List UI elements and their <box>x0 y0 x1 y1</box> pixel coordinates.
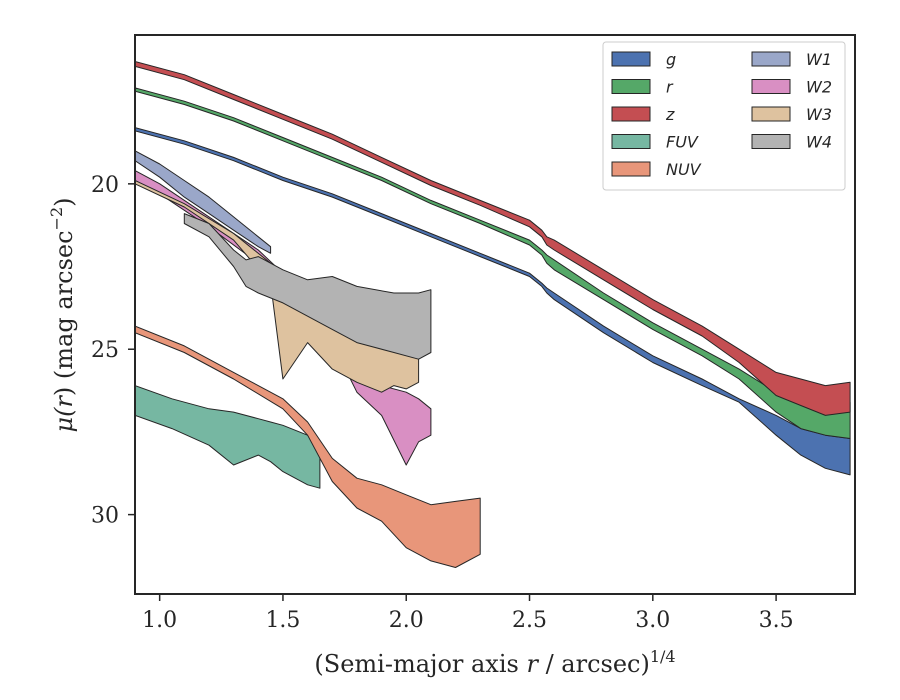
x-tick-label: 1.0 <box>142 608 177 633</box>
legend-swatch-w4 <box>751 134 791 149</box>
y-tick-label: 20 <box>91 173 119 198</box>
legend-label-nuv: NUV <box>666 160 702 179</box>
x-tick-label: 1.5 <box>265 608 300 633</box>
legend-swatch-w3 <box>751 106 791 122</box>
legend-label-fuv: FUV <box>666 133 699 152</box>
series-band-nuv <box>135 325 481 568</box>
x-axis-ticks: 1.0 1.5 2.0 2.5 3.0 3.5 <box>142 594 794 633</box>
legend-swatch-w2 <box>751 79 791 94</box>
series-band-g <box>135 127 851 476</box>
legend-swatch-r <box>611 79 651 94</box>
legend-label-r: r <box>666 78 674 97</box>
legend-label-w1: W1 <box>806 50 832 69</box>
x-axis-label: (Semi-major axis r / arcsec)1/4 <box>314 647 675 678</box>
series-band-w4 <box>183 213 432 360</box>
series-band-z <box>135 61 851 416</box>
y-tick-label: 25 <box>91 338 119 363</box>
legend-label-w4: W4 <box>806 133 832 152</box>
x-tick-label: 2.5 <box>512 608 547 633</box>
y-tick-label: 30 <box>91 504 119 529</box>
series-bands <box>135 61 851 568</box>
legend-label-z: z <box>665 105 675 124</box>
legend-swatch-g <box>611 51 651 67</box>
legend-label-w2: W2 <box>806 78 832 97</box>
series-band-w1 <box>135 150 272 254</box>
x-tick-label: 2.0 <box>389 608 424 633</box>
x-tick-label: 3.5 <box>759 608 794 633</box>
legend-swatch-nuv <box>611 161 651 177</box>
legend-label-w3: W3 <box>806 105 832 124</box>
legend-label-g: g <box>666 50 676 69</box>
series-band-r <box>135 87 851 439</box>
x-tick-label: 3.0 <box>635 608 670 633</box>
legend-swatch-w1 <box>751 51 791 67</box>
y-axis-label: μ(r) (mag arcsec−2) <box>47 197 78 432</box>
legend-swatch-z <box>611 106 651 122</box>
plot-frame <box>134 34 856 595</box>
legend-swatch-fuv <box>611 134 651 149</box>
legend: grz FUV NUV W1 W2 W3 W4 <box>602 41 846 191</box>
series-band-fuv <box>135 385 321 489</box>
y-axis-ticks: 20 25 30 <box>91 173 135 529</box>
